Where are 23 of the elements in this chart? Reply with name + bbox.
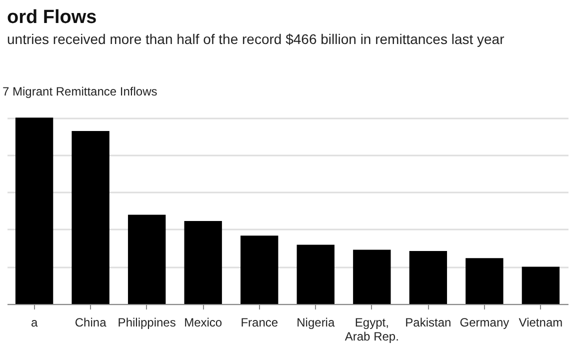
bar bbox=[409, 251, 448, 304]
x-tick-label: Pakistan bbox=[405, 316, 452, 330]
chart-subtitle: untries received more than half of the record $466 billion in remittances last year bbox=[7, 31, 505, 47]
x-tick-label: a bbox=[30, 316, 38, 330]
bar bbox=[72, 131, 110, 304]
bar bbox=[15, 118, 54, 304]
bar bbox=[522, 266, 560, 304]
bar bbox=[240, 236, 278, 304]
x-tick-label: Nigeria bbox=[296, 316, 335, 330]
x-tick-label: Mexico bbox=[184, 316, 222, 330]
x-tick-label: Germany bbox=[460, 316, 510, 330]
x-tick-label: France bbox=[240, 316, 278, 330]
bar bbox=[184, 221, 222, 304]
x-tick-label: Egypt, Arab Rep. bbox=[344, 316, 399, 344]
bar bbox=[353, 250, 391, 304]
bar bbox=[128, 214, 166, 304]
x-tick-label: Vietnam bbox=[518, 316, 563, 330]
chart-title: ord Flows bbox=[7, 7, 97, 28]
y-axis-title: 7 Migrant Remittance Inflows bbox=[2, 84, 158, 98]
x-tick-label: Philippines bbox=[118, 316, 176, 330]
bar bbox=[466, 258, 504, 304]
bar bbox=[296, 244, 334, 304]
x-tick-label: China bbox=[74, 316, 107, 330]
